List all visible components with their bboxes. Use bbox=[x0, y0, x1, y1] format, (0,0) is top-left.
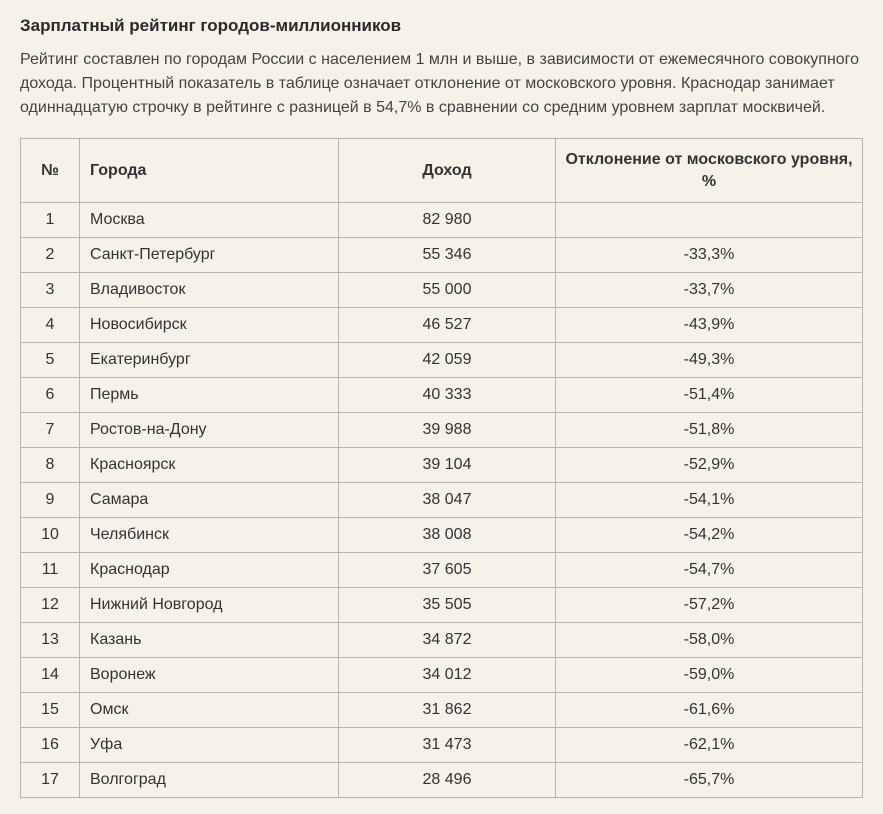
row-income: 37 605 bbox=[339, 553, 556, 588]
table-row: 6Пермь40 333-51,4% bbox=[21, 378, 863, 413]
row-number: 5 bbox=[21, 343, 80, 378]
table-row: 10Челябинск38 008-54,2% bbox=[21, 518, 863, 553]
row-income: 39 104 bbox=[339, 448, 556, 483]
table-row: 4Новосибирск46 527-43,9% bbox=[21, 308, 863, 343]
table-row: 1Москва82 980 bbox=[21, 203, 863, 238]
row-income: 42 059 bbox=[339, 343, 556, 378]
row-city: Казань bbox=[80, 623, 339, 658]
row-income: 34 872 bbox=[339, 623, 556, 658]
table-row: 12Нижний Новгород35 505-57,2% bbox=[21, 588, 863, 623]
row-income: 39 988 bbox=[339, 413, 556, 448]
row-number: 15 bbox=[21, 693, 80, 728]
row-income: 40 333 bbox=[339, 378, 556, 413]
row-city: Омск bbox=[80, 693, 339, 728]
row-city: Волгоград bbox=[80, 763, 339, 798]
row-income: 35 505 bbox=[339, 588, 556, 623]
row-city: Екатеринбург bbox=[80, 343, 339, 378]
table-row: 2Санкт-Петербург55 346-33,3% bbox=[21, 238, 863, 273]
row-deviation: -43,9% bbox=[556, 308, 863, 343]
row-city: Москва bbox=[80, 203, 339, 238]
row-number: 7 bbox=[21, 413, 80, 448]
row-number: 10 bbox=[21, 518, 80, 553]
row-deviation: -57,2% bbox=[556, 588, 863, 623]
row-city: Красноярск bbox=[80, 448, 339, 483]
row-city: Уфа bbox=[80, 728, 339, 763]
col-header-deviation: Отклонение от московского уровня, % bbox=[556, 139, 863, 203]
row-income: 31 862 bbox=[339, 693, 556, 728]
row-deviation: -61,6% bbox=[556, 693, 863, 728]
table-row: 17Волгоград28 496-65,7% bbox=[21, 763, 863, 798]
row-number: 3 bbox=[21, 273, 80, 308]
row-city: Краснодар bbox=[80, 553, 339, 588]
table-row: 9Самара38 047-54,1% bbox=[21, 483, 863, 518]
row-city: Санкт-Петербург bbox=[80, 238, 339, 273]
table-row: 16Уфа31 473-62,1% bbox=[21, 728, 863, 763]
row-number: 14 bbox=[21, 658, 80, 693]
table-row: 13Казань34 872-58,0% bbox=[21, 623, 863, 658]
row-deviation: -62,1% bbox=[556, 728, 863, 763]
row-deviation: -33,3% bbox=[556, 238, 863, 273]
table-row: 5Екатеринбург42 059-49,3% bbox=[21, 343, 863, 378]
row-income: 38 047 bbox=[339, 483, 556, 518]
row-city: Новосибирск bbox=[80, 308, 339, 343]
row-income: 34 012 bbox=[339, 658, 556, 693]
salary-rating-table: № Города Доход Отклонение от московского… bbox=[20, 138, 863, 798]
table-header-row: № Города Доход Отклонение от московского… bbox=[21, 139, 863, 203]
row-deviation bbox=[556, 203, 863, 238]
table-row: 8Красноярск39 104-52,9% bbox=[21, 448, 863, 483]
row-city: Воронеж bbox=[80, 658, 339, 693]
row-number: 12 bbox=[21, 588, 80, 623]
row-deviation: -52,9% bbox=[556, 448, 863, 483]
table-row: 15Омск31 862-61,6% bbox=[21, 693, 863, 728]
row-deviation: -54,1% bbox=[556, 483, 863, 518]
row-city: Владивосток bbox=[80, 273, 339, 308]
row-deviation: -65,7% bbox=[556, 763, 863, 798]
col-header-number: № bbox=[21, 139, 80, 203]
row-number: 8 bbox=[21, 448, 80, 483]
row-city: Пермь bbox=[80, 378, 339, 413]
row-number: 17 bbox=[21, 763, 80, 798]
table-row: 11Краснодар37 605-54,7% bbox=[21, 553, 863, 588]
row-deviation: -59,0% bbox=[556, 658, 863, 693]
row-number: 1 bbox=[21, 203, 80, 238]
row-income: 82 980 bbox=[339, 203, 556, 238]
row-number: 9 bbox=[21, 483, 80, 518]
row-income: 38 008 bbox=[339, 518, 556, 553]
row-deviation: -58,0% bbox=[556, 623, 863, 658]
table-row: 3Владивосток55 000-33,7% bbox=[21, 273, 863, 308]
row-deviation: -51,4% bbox=[556, 378, 863, 413]
row-deviation: -51,8% bbox=[556, 413, 863, 448]
row-income: 55 346 bbox=[339, 238, 556, 273]
row-income: 31 473 bbox=[339, 728, 556, 763]
row-income: 46 527 bbox=[339, 308, 556, 343]
row-city: Нижний Новгород bbox=[80, 588, 339, 623]
row-city: Ростов-на-Дону bbox=[80, 413, 339, 448]
row-income: 55 000 bbox=[339, 273, 556, 308]
col-header-income: Доход bbox=[339, 139, 556, 203]
row-deviation: -33,7% bbox=[556, 273, 863, 308]
row-city: Челябинск bbox=[80, 518, 339, 553]
col-header-city: Города bbox=[80, 139, 339, 203]
table-row: 14Воронеж34 012-59,0% bbox=[21, 658, 863, 693]
row-deviation: -49,3% bbox=[556, 343, 863, 378]
row-number: 4 bbox=[21, 308, 80, 343]
table-row: 7Ростов-на-Дону39 988-51,8% bbox=[21, 413, 863, 448]
row-number: 16 bbox=[21, 728, 80, 763]
row-number: 11 bbox=[21, 553, 80, 588]
row-deviation: -54,2% bbox=[556, 518, 863, 553]
row-number: 6 bbox=[21, 378, 80, 413]
row-number: 13 bbox=[21, 623, 80, 658]
description-text: Рейтинг составлен по городам России с на… bbox=[20, 48, 863, 120]
page-title: Зарплатный рейтинг городов-миллионников bbox=[20, 16, 863, 36]
row-income: 28 496 bbox=[339, 763, 556, 798]
row-deviation: -54,7% bbox=[556, 553, 863, 588]
row-number: 2 bbox=[21, 238, 80, 273]
row-city: Самара bbox=[80, 483, 339, 518]
